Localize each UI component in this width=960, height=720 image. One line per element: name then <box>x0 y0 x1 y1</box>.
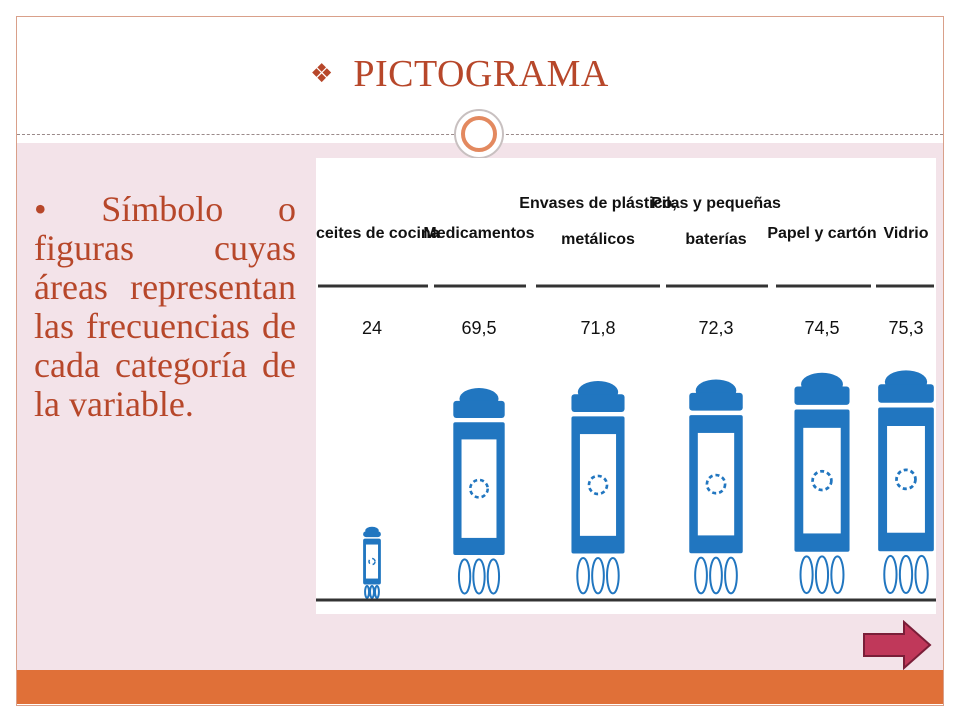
category-label: Pilas y pequeñas <box>651 195 781 212</box>
category-label: Papel y cartón <box>767 225 876 242</box>
recycling-bin-icon <box>571 380 625 595</box>
value-label: 24 <box>362 318 382 338</box>
title-text: PICTOGRAMA <box>353 53 609 95</box>
category-label: Medicamentos <box>423 225 534 242</box>
category-label: Vidrio <box>883 225 928 242</box>
category-label: Aceites de cocina <box>316 225 440 242</box>
next-arrow-icon[interactable] <box>862 620 932 670</box>
pictogram-svg: Aceites de cocina 24 Medicamentos 69,5 Envas… <box>316 195 936 602</box>
category-label: metálicos <box>561 231 635 248</box>
circle-ornament-icon <box>454 109 504 159</box>
category-label: Envases de plástico, <box>519 195 676 212</box>
category-label: baterías <box>685 231 746 248</box>
value-label: 69,5 <box>461 318 496 338</box>
recycling-bin-icon <box>878 370 934 595</box>
pictogram-chart: Aceites de cocina 24 Medicamentos 69,5 Envas… <box>316 158 936 614</box>
recycling-bin-icon <box>794 372 850 595</box>
recycling-bin-icon <box>453 388 505 595</box>
value-label: 71,8 <box>580 318 615 338</box>
definition-text: • Símbolo o figuras cuyas áreas represen… <box>34 189 296 424</box>
slide-title: ❖ PICTOGRAMA <box>310 52 609 96</box>
value-label: 72,3 <box>698 318 733 338</box>
diamond-bullet-icon: ❖ <box>310 59 334 89</box>
recycling-bin-icon <box>689 379 743 595</box>
footer-bar <box>17 670 943 704</box>
value-label: 74,5 <box>804 318 839 338</box>
recycling-bin-icon <box>363 526 381 599</box>
value-label: 75,3 <box>888 318 923 338</box>
